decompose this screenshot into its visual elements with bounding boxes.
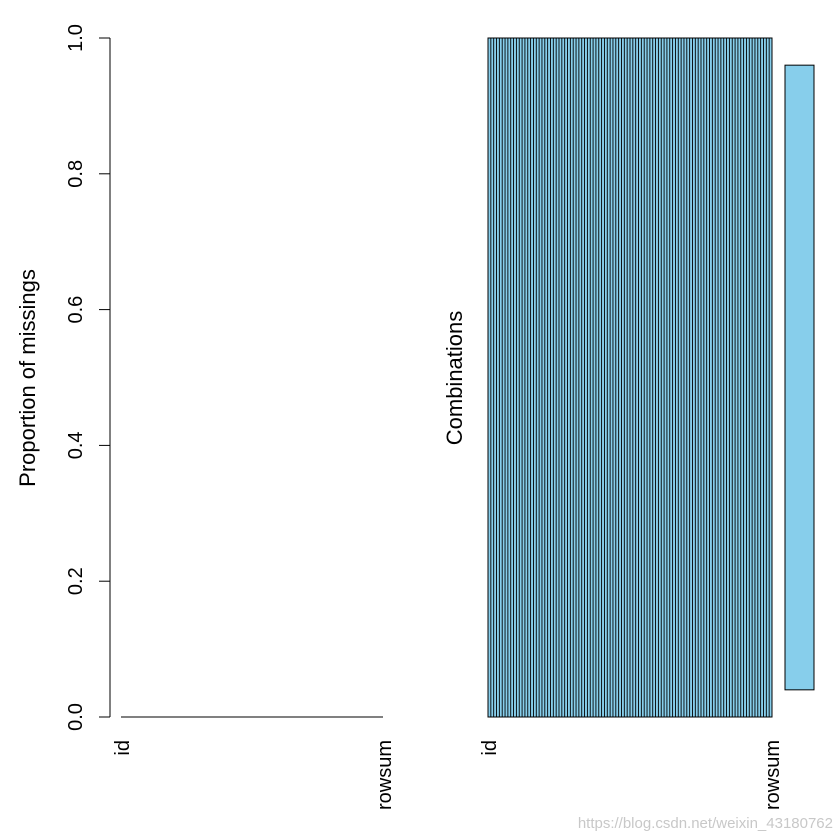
combination-frequency-bar — [784, 64, 815, 691]
missing-proportion-chart: 0.0 0.2 0.4 0.6 0.8 1.0 Proportion of missing… — [15, 24, 396, 810]
combination-variable-label: id — [479, 740, 501, 756]
watermark: https://blog.csdn.net/weixin_43180762 — [578, 815, 833, 832]
x-tick-label: rowsum — [374, 740, 396, 810]
x-tick-label: id — [112, 740, 134, 756]
y-tick-label: 0.4 — [65, 431, 87, 459]
y-axis-label: Proportion of missings — [15, 269, 40, 487]
y-tick-label: 0.8 — [65, 160, 87, 188]
combination-grid — [487, 37, 773, 718]
y-axis-ticks: 0.0 0.2 0.4 0.6 0.8 1.0 — [65, 24, 110, 731]
y-axis: 0.0 0.2 0.4 0.6 0.8 1.0 — [65, 24, 111, 731]
y-tick-label: 1.0 — [65, 24, 87, 52]
combination-variable-label: rowsum — [762, 740, 784, 810]
y-tick-label: 0.0 — [65, 703, 87, 731]
combinations-axis-label: Combinations — [442, 311, 467, 446]
x-axis-tick-labels: id rowsum — [112, 740, 396, 810]
y-tick-label: 0.6 — [65, 296, 87, 324]
combination-variable-labels: id rowsum — [479, 740, 784, 810]
combination-frequency-bars — [784, 64, 815, 691]
combinations-chart: Combinations id rowsum — [442, 37, 815, 810]
y-tick-label: 0.2 — [65, 567, 87, 595]
